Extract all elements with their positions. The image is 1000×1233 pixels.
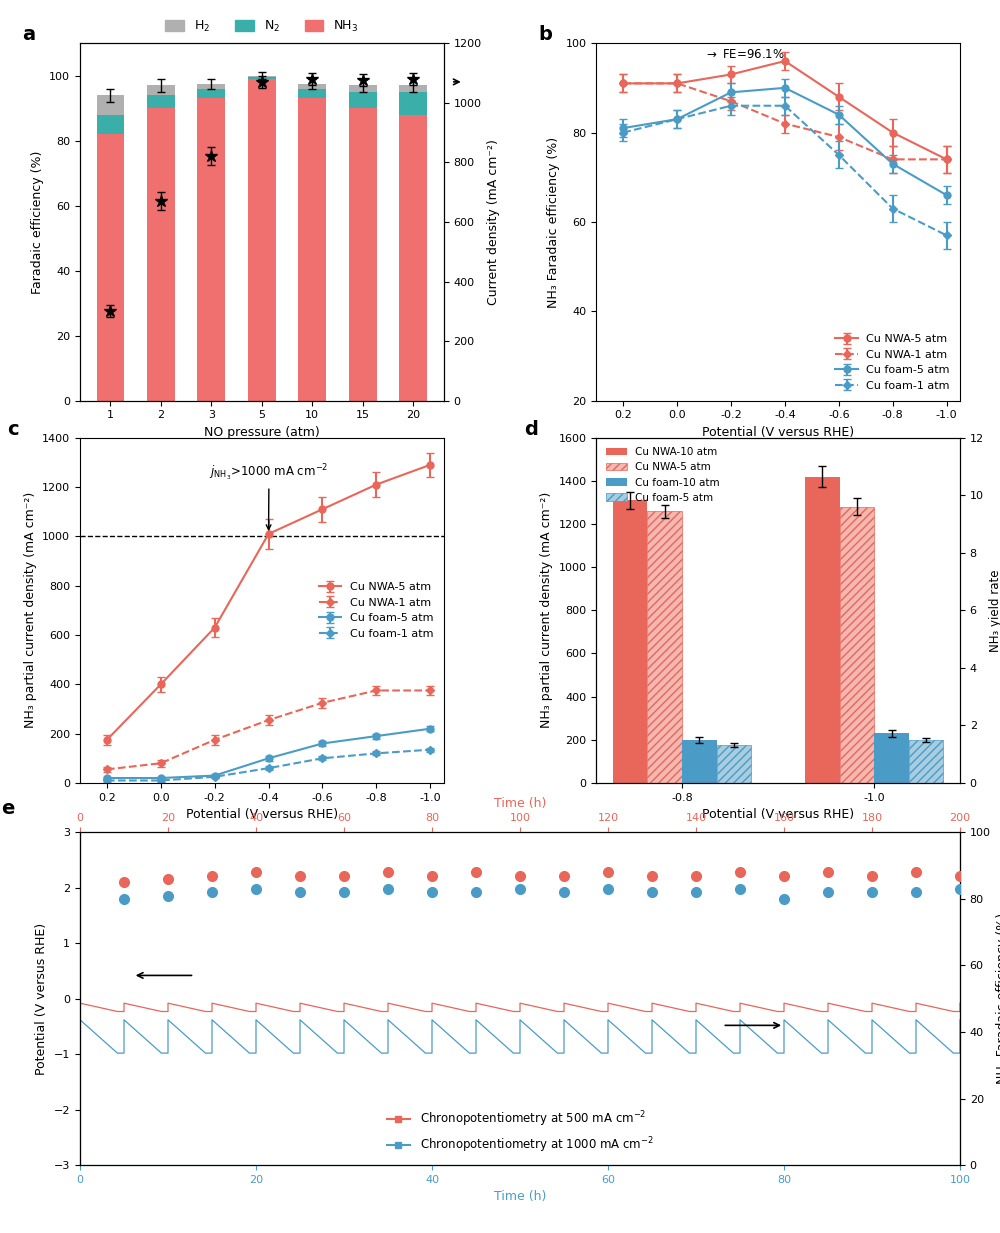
Bar [197, 89, 225, 99]
Text: c: c [7, 420, 19, 439]
Bar [197, 84, 225, 89]
Bar [298, 84, 326, 89]
Text: $j_{\mathrm{NH_3}}$>1000 mA cm$^{-2}$: $j_{\mathrm{NH_3}}$>1000 mA cm$^{-2}$ [209, 464, 329, 529]
Bar [613, 501, 647, 783]
Bar [909, 740, 943, 783]
X-axis label: Time (h): Time (h) [494, 1191, 546, 1203]
Y-axis label: NH₃ Faradaic efficiency (%): NH₃ Faradaic efficiency (%) [547, 137, 560, 307]
X-axis label: Time (h): Time (h) [494, 797, 546, 810]
Bar [805, 476, 840, 783]
Bar [682, 740, 717, 783]
Bar [248, 78, 276, 79]
Text: $\rightarrow$ FE=96.1%: $\rightarrow$ FE=96.1% [704, 48, 785, 60]
Text: e: e [1, 799, 14, 817]
Bar [399, 85, 427, 92]
Y-axis label: NH₃ Faradaic efficiency (%): NH₃ Faradaic efficiency (%) [996, 914, 1000, 1084]
Y-axis label: Faradaic efficiency (%): Faradaic efficiency (%) [31, 150, 44, 293]
Bar [97, 134, 124, 401]
Bar [349, 92, 377, 109]
Y-axis label: Potential (V versus RHE): Potential (V versus RHE) [35, 922, 48, 1075]
Bar [349, 85, 377, 92]
Bar [399, 92, 427, 115]
X-axis label: Potential (V versus RHE): Potential (V versus RHE) [702, 427, 854, 439]
Bar [298, 99, 326, 401]
X-axis label: Potential (V versus RHE): Potential (V versus RHE) [186, 809, 338, 821]
Text: b: b [538, 25, 552, 44]
Y-axis label: Current density (mA cm⁻²): Current density (mA cm⁻²) [487, 139, 500, 305]
Text: d: d [524, 420, 538, 439]
Legend: Cu NWA-5 atm, Cu NWA-1 atm, Cu foam-5 atm, Cu foam-1 atm: Cu NWA-5 atm, Cu NWA-1 atm, Cu foam-5 at… [831, 329, 954, 395]
Legend: Chronopotentiometry at 500 mA cm$^{-2}$, Chronopotentiometry at 1000 mA cm$^{-2}: Chronopotentiometry at 500 mA cm$^{-2}$,… [382, 1105, 658, 1159]
Legend: Cu NWA-5 atm, Cu NWA-1 atm, Cu foam-5 atm, Cu foam-1 atm: Cu NWA-5 atm, Cu NWA-1 atm, Cu foam-5 at… [315, 577, 438, 644]
Bar [840, 507, 874, 783]
Text: a: a [22, 25, 35, 44]
Bar [399, 115, 427, 401]
Bar [147, 109, 175, 401]
Y-axis label: NH₃ partial current density (mA cm⁻²): NH₃ partial current density (mA cm⁻²) [24, 492, 37, 729]
Legend: Cu NWA-10 atm, Cu NWA-5 atm, Cu foam-10 atm, Cu foam-5 atm: Cu NWA-10 atm, Cu NWA-5 atm, Cu foam-10 … [602, 443, 724, 507]
Bar [248, 79, 276, 401]
Bar [298, 89, 326, 99]
Bar [197, 99, 225, 401]
Bar [97, 115, 124, 134]
Legend: H$_2$, N$_2$, NH$_3$: H$_2$, N$_2$, NH$_3$ [160, 14, 364, 38]
Bar [349, 109, 377, 401]
X-axis label: NO pressure (atm): NO pressure (atm) [204, 427, 320, 439]
Y-axis label: NH₃ partial current density (mA cm⁻²): NH₃ partial current density (mA cm⁻²) [540, 492, 553, 729]
Bar [147, 85, 175, 95]
Bar [147, 95, 175, 109]
Y-axis label: NH₃ yield rate
(mmol cm⁻² h⁻¹): NH₃ yield rate (mmol cm⁻² h⁻¹) [989, 561, 1000, 660]
Bar [97, 95, 124, 115]
Bar [717, 745, 751, 783]
X-axis label: Potential (V versus RHE): Potential (V versus RHE) [702, 809, 854, 821]
Bar [647, 512, 682, 783]
Bar [248, 75, 276, 78]
Bar [874, 734, 909, 783]
